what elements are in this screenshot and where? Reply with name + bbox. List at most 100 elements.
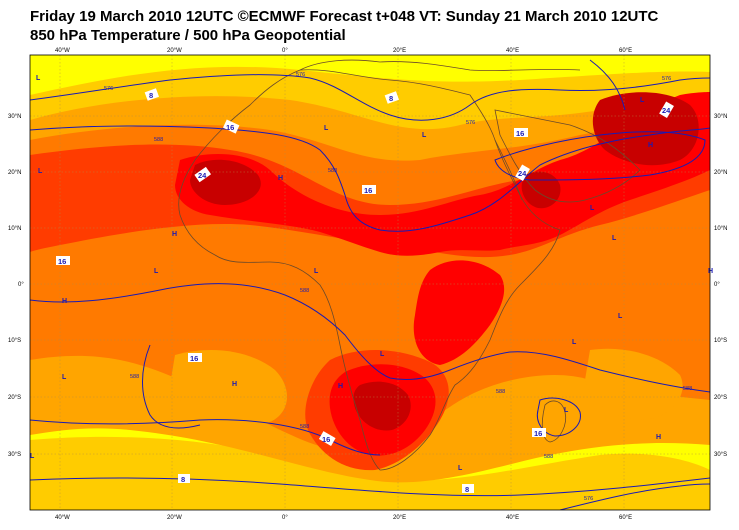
arabia-coast [494,109,641,203]
geo-label: 588 [130,374,139,380]
geo-label: 576 [662,76,671,82]
chart-subtitle: 850 hPa Temperature / 500 hPa Geopotenti… [30,27,346,44]
temp-label: 8 [181,475,185,484]
lon-label-bottom: 0° [282,515,288,521]
temp-label: 16 [226,123,234,132]
geo-label: 588 [544,454,553,460]
pressure-center-label: L [618,313,623,320]
lon-axis-top: 40°W 20°W 0° 20°E 40°E 60°E [55,48,632,54]
europe-coast [299,59,581,71]
pressure-centers: L L L H H L L H L L L H H L L L H H L L … [30,75,713,472]
geo-label: 576 [466,120,475,126]
temp-band-red-interior [413,260,505,365]
temp-label: 16 [190,354,198,363]
lon-label-top: 20°W [167,48,182,54]
map-frame [29,54,711,511]
pressure-center-label: H [338,383,343,390]
lon-label-top: 20°E [393,48,406,54]
coastlines [178,59,641,471]
lat-label-right: 10°S [714,338,727,344]
pressure-center-label: L [422,132,427,139]
lat-axis-left: 30°N 20°N 10°N 0° 10°S 20°S 30°S [8,114,24,458]
temp-band-orange-light-patch [170,350,287,426]
contour-576-south [30,477,710,497]
temp-label: 8 [149,91,153,100]
lat-axis-right: 30°N 20°N 10°N 0° 10°S 20°S 30°S [714,114,727,458]
lat-label-right: 10°N [714,226,727,232]
lon-label-bottom: 20°W [167,515,182,521]
temp-band-orange-light-patch-east [585,348,683,420]
lon-label-bottom: 40°E [506,515,519,521]
contour-588-south [30,283,710,393]
geo-label: 588 [300,424,309,430]
lon-label-top: 60°E [619,48,632,54]
contour-east-pacific [589,59,626,111]
lat-label-right: 30°N [714,114,727,120]
pressure-center-label: L [38,168,43,175]
contour-madagascar-ring [536,397,581,437]
temperature-labels: 8 8 16 24 16 16 16 24 16 24 16 16 8 8 [56,88,674,494]
temp-label: 16 [516,129,524,138]
geo-label: 588 [683,386,692,392]
geo-label: 588 [300,288,309,294]
temp-label: 16 [364,186,372,195]
pressure-center-label: L [590,205,595,212]
temp-band-red [175,92,710,256]
temp-label: 24 [662,106,671,115]
geo-label: 588 [328,168,337,174]
geo-label: 576 [104,86,113,92]
lon-label-bottom: 60°E [619,515,632,521]
pressure-center-label: L [36,75,41,82]
lat-label-left: 30°N [8,114,21,120]
geopotential-labels: 576 588 576 588 588 588 588 588 576 576 … [104,72,692,502]
lat-label-right: 20°N [714,170,727,176]
temp-label: 16 [534,429,542,438]
pressure-center-label: L [324,125,329,132]
contour-588-north [30,125,710,232]
red-sea [494,139,523,201]
temp-label: 16 [58,257,66,266]
pressure-center-label: L [564,407,569,414]
lat-label-right: 0° [714,282,720,288]
lat-label-left: 20°S [8,395,21,401]
geo-label: 588 [496,389,505,395]
pressure-center-label: L [458,465,463,472]
temp-band-dark-red-arabia [592,92,699,166]
temp-band-dark-red-kalahari [353,381,411,431]
contour-576-north [30,74,710,121]
pressure-center-label: L [314,268,319,275]
pressure-center-label: L [380,351,385,358]
africa-coast [178,69,561,471]
lon-label-top: 40°E [506,48,519,54]
lon-axis-bottom: 40°W 20°W 0° 20°E 40°E 60°E [55,515,632,521]
pressure-center-label: H [62,298,67,305]
lat-label-right: 20°S [714,395,727,401]
geo-label: 576 [296,72,305,78]
lat-label-left: 0° [18,282,24,288]
lon-label-bottom: 40°W [55,515,70,521]
pressure-center-label: L [640,97,645,104]
pressure-center-label: L [612,235,617,242]
pressure-center-label: L [62,374,67,381]
geopotential-contours [30,59,710,510]
pressure-center-label: H [648,142,653,149]
temp-label: 24 [518,169,527,178]
lat-label-left: 10°S [8,338,21,344]
temp-label: 24 [198,171,207,180]
lon-label-top: 0° [282,48,288,54]
contour-576-south-2 [559,483,710,510]
contour-sw-bend [142,344,201,429]
pressure-center-label: L [30,453,35,460]
graticule [30,55,710,510]
temp-label: 8 [465,485,469,494]
pressure-center-label: L [154,268,159,275]
lon-label-top: 40°W [55,48,70,54]
temp-band-deep-yellow-south [30,436,710,510]
pressure-center-label: H [656,434,661,441]
lat-label-left: 10°N [8,226,21,232]
temperature-field [30,55,710,510]
lat-label-right: 30°S [714,452,727,458]
lat-label-left: 30°S [8,452,21,458]
pressure-center-label: H [708,268,713,275]
pressure-center-label: H [232,381,237,388]
